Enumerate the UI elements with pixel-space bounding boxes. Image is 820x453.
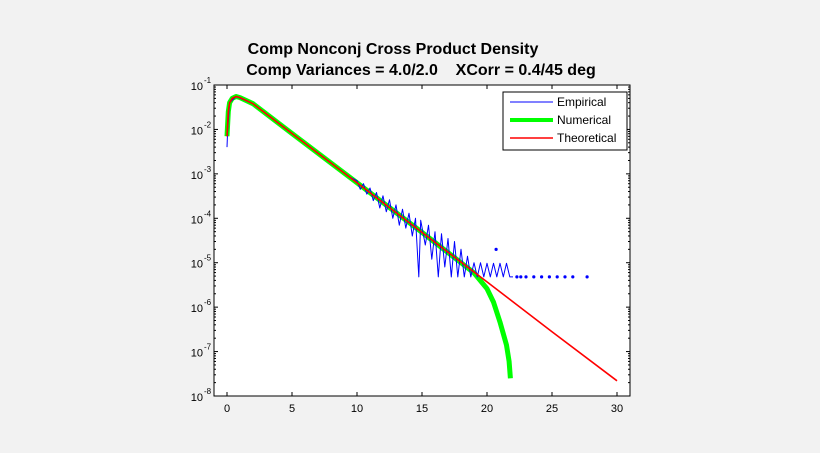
- empirical-marker: [515, 275, 519, 279]
- legend-label-theoretical: Theoretical: [557, 131, 616, 145]
- y-tick-exponent: -7: [204, 343, 212, 352]
- x-tick-label: 15: [416, 403, 428, 415]
- y-tick-exponent: -3: [204, 165, 212, 174]
- y-tick-exponent: -8: [204, 387, 212, 396]
- empirical-marker: [571, 275, 575, 279]
- legend-label-numerical: Numerical: [557, 113, 611, 127]
- y-tick-label: 10: [191, 81, 203, 93]
- series-line-theoretical: [226, 95, 618, 382]
- empirical-marker: [585, 275, 589, 279]
- empirical-marker: [532, 275, 536, 279]
- empirical-marker: [494, 247, 498, 251]
- x-tick-label: 30: [611, 403, 623, 415]
- y-tick-exponent: -4: [204, 209, 212, 218]
- empirical-marker: [519, 275, 523, 279]
- x-tick-label: 10: [351, 403, 363, 415]
- empirical-marker: [524, 275, 528, 279]
- empirical-marker: [563, 275, 567, 279]
- x-tick-label: 5: [289, 403, 295, 415]
- y-tick-label: 10: [191, 303, 203, 315]
- x-tick-label: 20: [481, 403, 493, 415]
- y-tick-label: 10: [191, 259, 203, 271]
- empirical-marker: [555, 275, 559, 279]
- y-tick-exponent: -1: [204, 76, 212, 85]
- series-group: [224, 94, 618, 382]
- y-axis-tick-labels: 10-110-210-310-410-510-610-710-8: [191, 76, 212, 404]
- y-tick-exponent: -5: [204, 254, 212, 263]
- x-tick-label: 0: [224, 403, 230, 415]
- plot-frame: [213, 84, 631, 397]
- chart-title-line-2: Comp Variances = 4.0/2.0 XCorr = 0.4/45 …: [246, 62, 596, 79]
- x-axis-tick-labels: 0 5 10 15 20 25 30: [224, 403, 623, 415]
- y-tick-label: 10: [191, 214, 203, 226]
- y-tick-label: 10: [191, 392, 203, 404]
- legend: Empirical Numerical Theoretical: [502, 91, 628, 151]
- chart-title-line-1: Comp Nonconj Cross Product Density: [248, 41, 539, 58]
- y-tick-exponent: -2: [204, 120, 212, 129]
- y-tick-label: 10: [191, 170, 203, 182]
- y-tick-label: 10: [191, 348, 203, 360]
- y-tick-label: 10: [191, 125, 203, 137]
- empirical-marker: [547, 275, 552, 279]
- empirical-marker: [540, 275, 544, 279]
- x-tick-label: 25: [546, 403, 558, 415]
- legend-label-empirical: Empirical: [557, 95, 606, 109]
- y-tick-exponent: -6: [204, 298, 212, 307]
